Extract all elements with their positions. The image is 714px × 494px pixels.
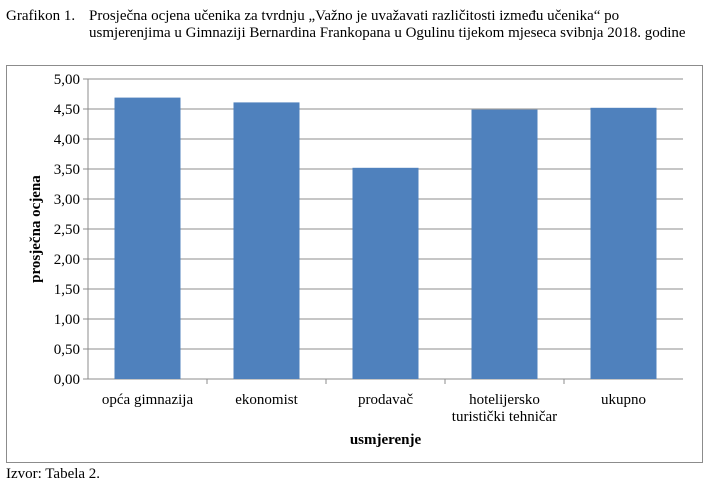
y-tick-label: 1,50 — [54, 282, 80, 298]
caption-number: Grafikon 1. — [6, 8, 76, 24]
bar — [233, 102, 300, 380]
y-tick-label: 0,50 — [54, 342, 80, 358]
category-label: hotelijersko — [469, 392, 540, 408]
y-tick-label: 2,50 — [54, 222, 80, 238]
y-tick-label: 5,00 — [54, 72, 80, 88]
bar — [352, 167, 419, 379]
category-label: ekonomist — [235, 392, 298, 408]
y-axis-title: prosječna ocjena — [28, 175, 44, 283]
bar — [590, 107, 657, 380]
bar — [114, 97, 181, 379]
source-note: Izvor: Tabela 2. — [6, 466, 101, 482]
y-tick-label: 1,00 — [54, 312, 80, 328]
y-tick-label: 2,00 — [54, 252, 80, 268]
category-label: ukupno — [601, 392, 646, 408]
chart-frame — [6, 65, 703, 463]
caption-text: Prosječna ocjena učenika za tvrdnju „Važ… — [89, 8, 686, 41]
category-label: turistički tehničar — [452, 409, 557, 425]
category-label: prodavač — [358, 392, 413, 408]
y-tick-label: 4,50 — [54, 102, 80, 118]
y-tick-label: 3,50 — [54, 162, 80, 178]
x-axis-title: usmjerenje — [350, 432, 422, 448]
y-tick-label: 3,00 — [54, 192, 80, 208]
y-tick-label: 0,00 — [54, 372, 80, 388]
category-label: opća gimnazija — [102, 392, 194, 408]
y-tick-label: 4,00 — [54, 132, 80, 148]
bar — [471, 109, 538, 379]
